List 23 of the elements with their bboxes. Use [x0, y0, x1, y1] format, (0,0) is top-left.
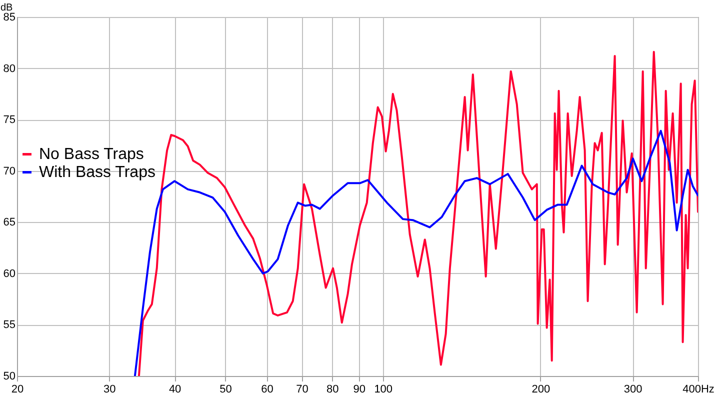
x-tick-label: 80 — [326, 384, 339, 394]
x-tick-label: 90 — [353, 384, 366, 394]
y-axis-title: dB — [0, 2, 14, 14]
legend-label: With Bass Traps — [39, 164, 156, 182]
x-tick-label: 200 — [532, 384, 550, 394]
y-tick-label: 65 — [3, 216, 16, 229]
y-tick-label: 50 — [3, 370, 16, 382]
y-tick-label: 60 — [3, 268, 16, 280]
y-tick-label: 70 — [3, 165, 16, 178]
x-tick-label: 400Hz — [682, 384, 714, 394]
x-tick-label: 60 — [261, 384, 274, 394]
x-tick-label: 30 — [104, 384, 116, 394]
y-tick-label: 55 — [3, 319, 16, 332]
y-tick-label: 75 — [3, 114, 16, 126]
x-tick-label: 300 — [624, 384, 642, 394]
x-tick-label: 100 — [374, 384, 393, 394]
y-tick-label: 85 — [3, 12, 16, 24]
x-tick-label: 70 — [296, 384, 308, 394]
x-tick-label: 50 — [220, 384, 232, 394]
y-tick-label: 80 — [3, 62, 16, 75]
x-tick-label: 40 — [168, 384, 182, 394]
legend-label: No Bass Traps — [39, 146, 144, 164]
x-tick-label: 20 — [11, 384, 24, 394]
